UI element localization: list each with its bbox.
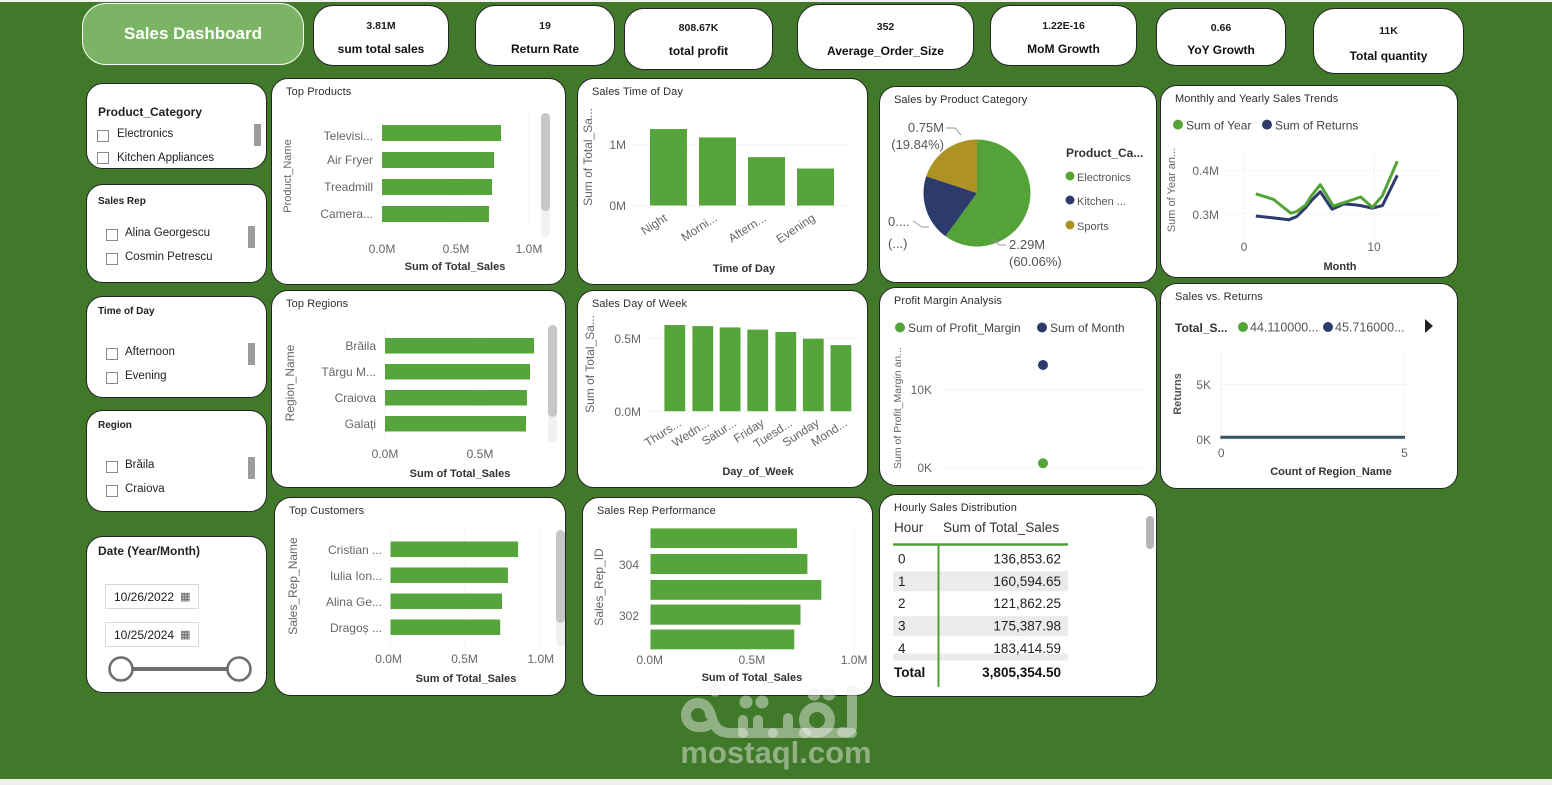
svg-text:Treadmill: Treadmill: [324, 180, 373, 194]
svg-text:Sales_Rep_Name: Sales_Rep_Name: [286, 537, 300, 635]
svg-text:Hour: Hour: [894, 520, 924, 535]
svg-text:Sales_Rep_ID: Sales_Rep_ID: [592, 548, 606, 626]
svg-text:2: 2: [898, 596, 906, 611]
svg-text:Sum of Total_Sa...: Sum of Total_Sa...: [581, 108, 595, 206]
svg-text:Sum of Total_Sales: Sum of Total_Sales: [702, 672, 803, 684]
svg-text:0M: 0M: [609, 199, 626, 213]
svg-text:Region_Name: Region_Name: [283, 344, 297, 421]
svg-text:Total: Total: [894, 665, 925, 680]
svg-text:Dragoș ...: Dragoș ...: [330, 621, 382, 635]
svg-text:Day_of_Week: Day_of_Week: [722, 466, 794, 478]
svg-text:Electronics: Electronics: [1077, 172, 1131, 184]
svg-text:10K: 10K: [911, 383, 932, 397]
svg-text:3: 3: [898, 619, 906, 634]
svg-text:Month: Month: [1324, 261, 1357, 273]
svg-text:44.110000...: 44.110000...: [1250, 321, 1319, 335]
svg-text:0.0M: 0.0M: [372, 447, 399, 461]
svg-text:Sum of Total_Sales: Sum of Total_Sales: [416, 673, 517, 685]
svg-text:Returns: Returns: [1172, 373, 1184, 415]
svg-text:Sum of Total_Sales: Sum of Total_Sales: [943, 520, 1059, 535]
svg-text:4: 4: [898, 641, 906, 656]
svg-text:0: 0: [898, 552, 906, 567]
svg-text:1.0M: 1.0M: [516, 242, 543, 256]
svg-text:121,862.25: 121,862.25: [993, 596, 1061, 611]
svg-text:1.0M: 1.0M: [841, 653, 868, 667]
svg-text:Sum of Year: Sum of Year: [1186, 119, 1251, 133]
svg-text:0....: 0....: [888, 214, 910, 229]
svg-text:0.0M: 0.0M: [614, 405, 641, 419]
svg-text:0.4M: 0.4M: [1192, 164, 1219, 178]
svg-text:0.0M: 0.0M: [369, 242, 396, 256]
svg-text:(...): (...): [888, 236, 908, 251]
svg-text:Evening: Evening: [774, 211, 818, 246]
svg-text:Sum of Returns: Sum of Returns: [1275, 119, 1358, 133]
svg-text:0.5M: 0.5M: [614, 332, 641, 346]
svg-text:2.29M: 2.29M: [1009, 237, 1045, 252]
svg-text:Cristian ...: Cristian ...: [328, 543, 382, 557]
svg-text:Morni...: Morni...: [678, 211, 719, 245]
svg-text:0K: 0K: [1196, 433, 1211, 447]
svg-text:0.3M: 0.3M: [1192, 208, 1219, 222]
svg-text:Product_Name: Product_Name: [282, 139, 294, 212]
svg-text:Sum of Profit_Margin an...: Sum of Profit_Margin an...: [892, 347, 904, 469]
svg-text:Târgu M...: Târgu M...: [321, 365, 376, 379]
svg-text:Time of Day: Time of Day: [713, 263, 776, 275]
svg-text:183,414.59: 183,414.59: [993, 641, 1061, 656]
svg-text:Sum of Total_Sales: Sum of Total_Sales: [405, 261, 506, 273]
svg-text:Sports: Sports: [1077, 221, 1109, 233]
svg-text:Sum of Total_Sa...: Sum of Total_Sa...: [583, 315, 597, 413]
svg-text:0.5M: 0.5M: [467, 447, 494, 461]
svg-text:1.0M: 1.0M: [527, 652, 554, 666]
svg-text:0.5M: 0.5M: [739, 653, 766, 667]
svg-text:0K: 0K: [917, 461, 932, 475]
svg-text:302: 302: [619, 609, 639, 623]
svg-text:Aftern...: Aftern...: [726, 211, 769, 246]
svg-text:Sum of Profit_Margin: Sum of Profit_Margin: [908, 321, 1021, 335]
svg-text:Count of Region_Name: Count of Region_Name: [1270, 466, 1392, 478]
svg-text:Sum of Total_Sales: Sum of Total_Sales: [410, 468, 511, 480]
svg-text:Iulia Ion...: Iulia Ion...: [330, 569, 382, 583]
svg-text:0: 0: [1241, 240, 1248, 254]
svg-text:5: 5: [1401, 446, 1408, 460]
svg-text:Air Fryer: Air Fryer: [327, 153, 373, 167]
svg-text:Product_Ca...: Product_Ca...: [1066, 146, 1143, 160]
svg-text:Camera...: Camera...: [320, 207, 373, 221]
svg-text:304: 304: [619, 558, 639, 572]
svg-text:136,853.62: 136,853.62: [993, 552, 1061, 567]
svg-text:Sum of Month: Sum of Month: [1050, 321, 1125, 335]
svg-text:Sum of Year an...: Sum of Year an...: [1166, 148, 1178, 232]
svg-text:160,594.65: 160,594.65: [993, 574, 1061, 589]
svg-text:(60.06%): (60.06%): [1009, 254, 1062, 269]
svg-text:Night: Night: [639, 210, 671, 237]
svg-text:mostaql.com: mostaql.com: [680, 735, 871, 770]
svg-text:Televisi...: Televisi...: [324, 129, 373, 143]
svg-text:175,387.98: 175,387.98: [993, 619, 1061, 634]
svg-text:1M: 1M: [609, 138, 626, 152]
svg-text:45.716000...: 45.716000...: [1335, 321, 1405, 335]
svg-text:(19.84%): (19.84%): [891, 137, 944, 152]
svg-text:0.75M: 0.75M: [908, 120, 944, 135]
svg-text:Alina Ge...: Alina Ge...: [326, 595, 382, 609]
svg-text:0.5M: 0.5M: [451, 652, 478, 666]
svg-text:Total_S...: Total_S...: [1175, 321, 1227, 335]
svg-text:3,805,354.50: 3,805,354.50: [982, 665, 1061, 680]
svg-text:Kitchen ...: Kitchen ...: [1077, 196, 1126, 208]
svg-text:10: 10: [1367, 240, 1381, 254]
svg-text:0.5M: 0.5M: [443, 242, 470, 256]
svg-text:Craiova: Craiova: [335, 391, 377, 405]
svg-text:5K: 5K: [1196, 378, 1211, 392]
svg-text:0: 0: [1218, 446, 1225, 460]
svg-text:0.0M: 0.0M: [375, 652, 402, 666]
svg-text:1: 1: [898, 574, 906, 589]
svg-text:Brăila: Brăila: [345, 339, 376, 353]
svg-text:Galați: Galați: [345, 417, 376, 431]
svg-text:0.0M: 0.0M: [636, 653, 663, 667]
